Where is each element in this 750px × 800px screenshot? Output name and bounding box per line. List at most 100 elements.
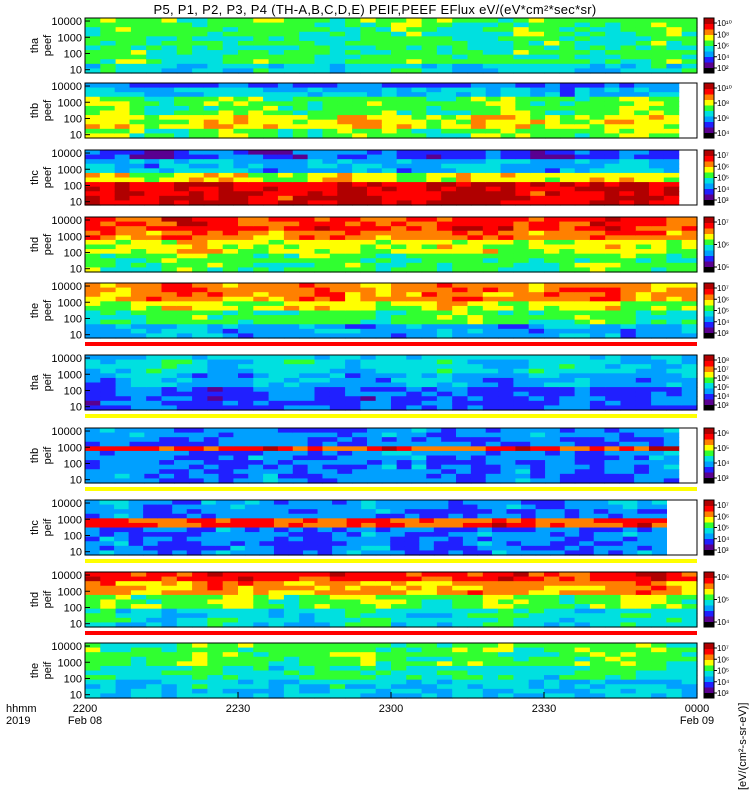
spectrogram-cell xyxy=(130,364,147,370)
spectrogram-cell xyxy=(666,54,683,60)
spectrogram-cell xyxy=(299,622,316,628)
spectrogram-cell xyxy=(530,191,546,197)
spectrogram-cell xyxy=(436,617,453,624)
spectrogram-cell xyxy=(352,450,368,457)
spectrogram-cell xyxy=(608,509,624,515)
spectrogram-cell xyxy=(574,239,591,246)
spectrogram-cell xyxy=(456,96,472,102)
spectrogram-cell xyxy=(192,391,208,397)
spectrogram-cell xyxy=(161,572,178,578)
spectrogram-cell xyxy=(85,287,101,293)
spectrogram-cell xyxy=(307,92,324,98)
spectrogram-cell xyxy=(253,226,270,232)
spectrogram-cell xyxy=(535,541,551,547)
spectrogram-cell xyxy=(485,110,502,116)
spectrogram-cell xyxy=(467,253,484,259)
spectrogram-cell xyxy=(452,643,469,649)
spectrogram-cell xyxy=(605,382,622,388)
spectrogram-cell xyxy=(130,328,147,335)
spectrogram-cell xyxy=(345,324,361,330)
spectrogram-cell xyxy=(513,328,530,335)
spectrogram-cell xyxy=(452,656,469,662)
spectrogram-cell xyxy=(666,315,683,321)
spectrogram-cell xyxy=(513,688,530,695)
spectrogram-cell xyxy=(292,115,309,121)
spectrogram-cell xyxy=(115,585,132,591)
spectrogram-cell xyxy=(176,217,193,223)
spectrogram-cell xyxy=(574,396,591,402)
spectrogram-cell xyxy=(500,105,516,112)
spectrogram-cell xyxy=(146,355,163,361)
spectrogram-cell xyxy=(605,18,622,24)
spectrogram-cell xyxy=(498,292,514,298)
spectrogram-cell xyxy=(299,391,316,397)
spectrogram-cell xyxy=(666,226,683,232)
colorbar-tick-label: 10⁴ xyxy=(717,318,730,327)
spectrogram-cell xyxy=(115,581,132,587)
spectrogram-cell xyxy=(421,310,438,316)
spectrogram-cell xyxy=(390,545,406,552)
spectrogram-cell xyxy=(329,244,346,250)
spectrogram-cell xyxy=(513,665,530,672)
spectrogram-cell xyxy=(375,287,392,293)
spectrogram-cell xyxy=(651,590,667,596)
spectrogram-cell xyxy=(361,527,377,533)
spectrogram-cell xyxy=(619,450,635,457)
colorbar-tick-label: 10⁴ xyxy=(717,185,730,194)
spectrogram-cell xyxy=(176,235,193,241)
spectrogram-cell xyxy=(144,177,160,183)
spectrogram-cell xyxy=(651,333,667,339)
spectrogram-cell xyxy=(559,36,576,42)
spectrogram-cell xyxy=(314,305,331,312)
spectrogram-cell xyxy=(176,643,193,649)
spectrogram-cell xyxy=(238,315,254,321)
spectrogram-cell xyxy=(268,405,285,411)
spectrogram-cell xyxy=(411,195,427,202)
spectrogram-cell xyxy=(100,355,117,361)
spectrogram-cell xyxy=(85,643,101,649)
spectrogram-cell xyxy=(192,359,208,365)
spectrogram-cell xyxy=(421,382,438,388)
spectrogram-cell xyxy=(176,262,193,269)
spectrogram-cell xyxy=(663,473,680,480)
spectrogram-cell xyxy=(452,22,469,28)
spectrogram-cell xyxy=(188,473,205,480)
colorbar-segment xyxy=(704,29,714,35)
spectrogram-cell xyxy=(329,310,346,316)
spectrogram-cell xyxy=(666,50,683,56)
spectrogram-cell xyxy=(391,262,407,269)
spectrogram-cell xyxy=(375,675,392,681)
spectrogram-cell xyxy=(238,31,254,37)
spectrogram-cell xyxy=(100,652,117,658)
spectrogram-cell xyxy=(666,608,683,614)
spectrogram-cell xyxy=(589,324,606,330)
spectrogram-cell xyxy=(238,670,254,676)
spectrogram-cell xyxy=(161,675,178,681)
spectrogram-cell xyxy=(604,182,620,188)
spectrogram-cell xyxy=(207,373,224,379)
spectrogram-cell xyxy=(222,387,239,393)
spectrogram-cell xyxy=(218,105,235,112)
spectrogram-cell xyxy=(635,572,652,578)
spectrogram-cell xyxy=(283,572,300,578)
spectrogram-cell xyxy=(176,590,193,596)
spectrogram-cell xyxy=(174,177,190,183)
spectrogram-cell xyxy=(506,550,522,556)
spectrogram-cell xyxy=(411,441,427,447)
spectrogram-cell xyxy=(406,31,423,37)
spectrogram-cell xyxy=(574,405,591,411)
colorbar-segment xyxy=(704,228,714,234)
spectrogram-cell xyxy=(366,133,383,139)
spectrogram-cell xyxy=(482,36,499,42)
spectrogram-cell xyxy=(426,428,442,434)
spectrogram-cell xyxy=(608,527,624,533)
spectrogram-cell xyxy=(329,18,346,24)
spectrogram-cell xyxy=(253,283,270,289)
spectrogram-cell xyxy=(666,230,683,236)
spectrogram-cell xyxy=(559,613,576,619)
spectrogram-cell xyxy=(85,101,101,107)
spectrogram-cell xyxy=(544,377,560,384)
spectrogram-cell xyxy=(253,315,270,321)
spectrogram-cell xyxy=(322,182,338,188)
spectrogram-cell xyxy=(85,258,101,264)
